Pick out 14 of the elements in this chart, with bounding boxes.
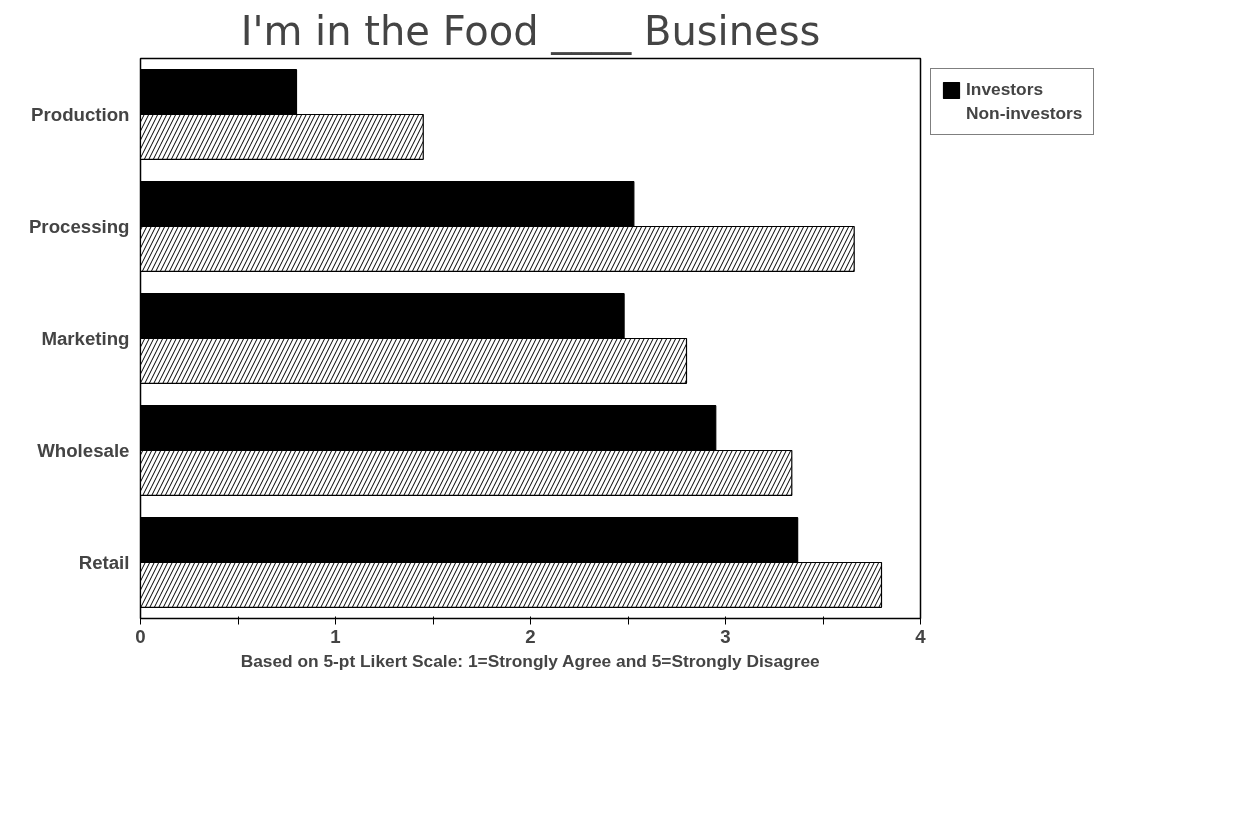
y-tick-label: Processing	[28, 216, 130, 237]
x-tick-label: 3	[720, 625, 731, 647]
x-tick-label: 4	[915, 625, 927, 647]
y-tick-label: Retail	[78, 552, 130, 573]
x-tick-label: 0	[135, 625, 146, 647]
x-tick-label: 1	[330, 625, 341, 647]
legend-label: Investors	[966, 79, 1044, 100]
x-axis-title: Based on 5-pt Likert Scale: 1=Strongly Agree and 5=Strongly Disagree	[240, 650, 821, 671]
y-tick-label: Production	[31, 104, 130, 125]
text: Non-investors	[966, 103, 1083, 124]
x-tick-label: 2	[525, 625, 536, 647]
chart-title: I'm in the Food ____ Business	[240, 7, 821, 55]
y-tick-label: Wholesale	[37, 440, 130, 461]
y-tick-label: Marketing	[41, 328, 130, 349]
